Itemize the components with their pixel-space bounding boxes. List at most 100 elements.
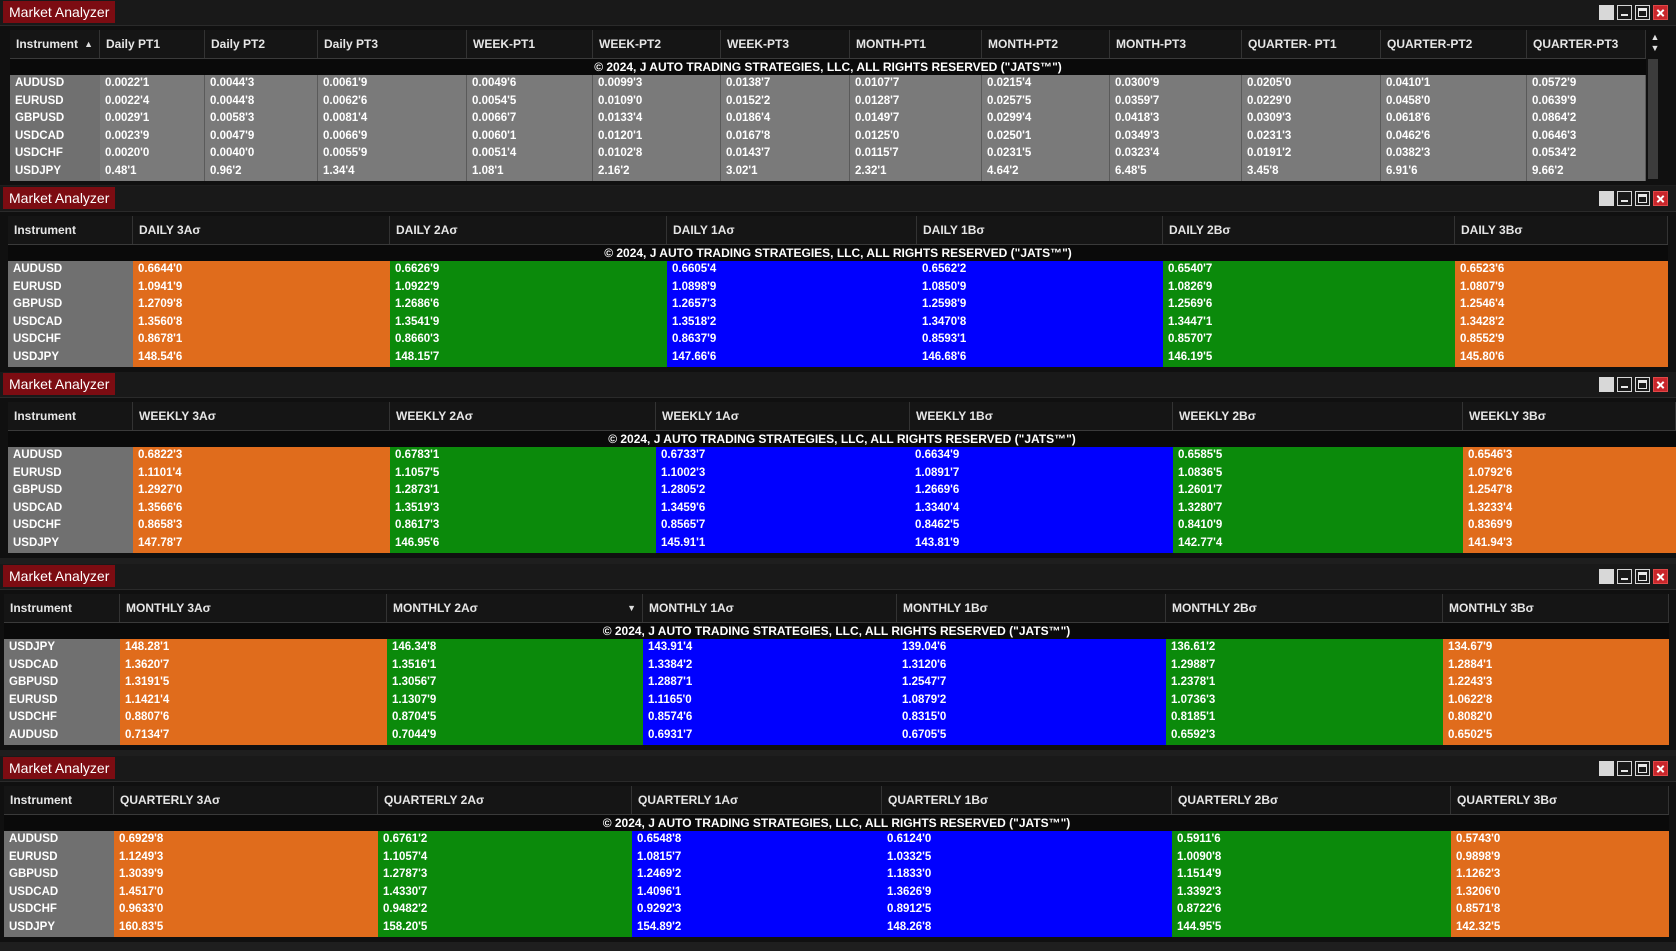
column-header[interactable]: MONTHLY 1Bσ [897, 594, 1166, 622]
column-header[interactable]: QUARTERLY 3Bσ [1451, 786, 1669, 814]
instrument-cell[interactable]: USDCAD [10, 127, 100, 146]
instrument-row[interactable]: USDCHF 0.0020'0 0.0040'0 0.0055'9 0.0051'4 0.… [10, 145, 1646, 163]
instrument-cell[interactable]: GBPUSD [8, 296, 133, 314]
options-icon[interactable] [1599, 377, 1614, 392]
minimize-icon[interactable] [1617, 377, 1632, 392]
instrument-cell[interactable]: GBPUSD [8, 482, 133, 500]
close-icon[interactable] [1653, 5, 1668, 20]
column-header[interactable]: DAILY 2Aσ [390, 216, 667, 244]
window-titlebar[interactable]: Market Analyzer [0, 186, 1676, 212]
minimize-icon[interactable] [1617, 569, 1632, 584]
column-header[interactable]: WEEKLY 1Bσ [910, 402, 1173, 430]
instrument-cell[interactable]: AUDUSD [10, 75, 100, 93]
maximize-icon[interactable] [1635, 761, 1650, 776]
instrument-row[interactable]: USDJPY 148.28'1 146.34'8 143.91'4 139.04'6 13… [4, 639, 1669, 657]
column-header[interactable]: Instrument [4, 786, 114, 814]
column-header[interactable]: Daily PT3 [318, 30, 467, 58]
column-header[interactable]: MONTHLY 3Bσ [1443, 594, 1669, 622]
column-header[interactable]: QUARTER- PT1 [1242, 30, 1381, 58]
instrument-row[interactable]: EURUSD 0.0022'4 0.0044'8 0.0062'6 0.0054'5 0.… [10, 92, 1646, 111]
instrument-row[interactable]: GBPUSD 1.3039'9 1.2787'3 1.2469'2 1.1833'0 1.… [4, 866, 1669, 884]
column-header[interactable]: MONTH-PT2 [982, 30, 1110, 58]
instrument-cell[interactable]: AUDUSD [8, 261, 133, 279]
sort-descending-icon[interactable]: ▼ [627, 603, 636, 613]
instrument-cell[interactable]: USDJPY [4, 919, 114, 937]
column-header[interactable]: Instrument [8, 216, 133, 244]
window-titlebar[interactable]: Market Analyzer [0, 0, 1676, 26]
instrument-row[interactable]: EURUSD 1.1101'4 1.1057'5 1.1002'3 1.0891'7 1.… [8, 464, 1676, 483]
column-header[interactable]: MONTHLY 1Aσ [643, 594, 897, 622]
column-header[interactable]: DAILY 1Bσ [917, 216, 1163, 244]
sort-ascending-icon[interactable]: ▲ [84, 39, 93, 49]
column-header[interactable]: WEEKLY 1Aσ [656, 402, 910, 430]
instrument-cell[interactable]: GBPUSD [10, 110, 100, 128]
instrument-row[interactable]: USDCHF 0.8658'3 0.8617'3 0.8565'7 0.8462'5 0.… [8, 517, 1676, 535]
instrument-cell[interactable]: AUDUSD [4, 727, 120, 745]
instrument-cell[interactable]: EURUSD [4, 848, 114, 867]
column-header[interactable]: Instrument ▲ [10, 30, 100, 58]
options-icon[interactable] [1599, 5, 1614, 20]
instrument-cell[interactable]: USDCAD [8, 499, 133, 518]
column-header[interactable]: QUARTER-PT3 [1527, 30, 1646, 58]
instrument-cell[interactable]: USDCHF [4, 901, 114, 919]
instrument-row[interactable]: USDCAD 1.3566'6 1.3519'3 1.3459'6 1.3340'4 1.… [8, 499, 1676, 518]
options-icon[interactable] [1599, 569, 1614, 584]
instrument-row[interactable]: AUDUSD 0.7134'7 0.7044'9 0.6931'7 0.6705'5 0.… [4, 727, 1669, 745]
instrument-row[interactable]: USDJPY 0.48'1 0.96'2 1.34'4 1.08'1 2.16'2 3.02… [10, 163, 1646, 181]
instrument-cell[interactable]: USDJPY [8, 349, 133, 367]
instrument-cell[interactable]: USDJPY [10, 163, 100, 181]
instrument-row[interactable]: USDCAD 1.3560'8 1.3541'9 1.3518'2 1.3470'8 1.… [8, 313, 1668, 332]
instrument-cell[interactable]: EURUSD [8, 464, 133, 483]
instrument-cell[interactable]: AUDUSD [8, 447, 133, 465]
maximize-icon[interactable] [1635, 569, 1650, 584]
instrument-cell[interactable]: USDCAD [4, 883, 114, 902]
column-header[interactable]: QUARTERLY 3Aσ [114, 786, 378, 814]
instrument-cell[interactable]: USDCAD [4, 656, 120, 675]
column-header[interactable]: WEEKLY 3Aσ [133, 402, 390, 430]
instrument-cell[interactable]: GBPUSD [4, 674, 120, 692]
column-header[interactable]: Daily PT1 [100, 30, 205, 58]
instrument-cell[interactable]: EURUSD [10, 92, 100, 111]
column-header[interactable]: QUARTER-PT2 [1381, 30, 1527, 58]
instrument-row[interactable]: AUDUSD 0.0022'1 0.0044'3 0.0061'9 0.0049'6 0.… [10, 75, 1646, 93]
instrument-cell[interactable]: AUDUSD [4, 831, 114, 849]
column-header[interactable]: QUARTERLY 1Aσ [632, 786, 882, 814]
instrument-row[interactable]: EURUSD 1.1421'4 1.1307'9 1.1165'0 1.0879'2 1.… [4, 691, 1669, 710]
instrument-cell[interactable]: GBPUSD [4, 866, 114, 884]
instrument-row[interactable]: GBPUSD 1.2709'8 1.2686'6 1.2657'3 1.2598'9 1.… [8, 296, 1668, 314]
close-icon[interactable] [1653, 377, 1668, 392]
column-header[interactable]: QUARTERLY 2Bσ [1172, 786, 1451, 814]
instrument-row[interactable]: EURUSD 1.1249'3 1.1057'4 1.0815'7 1.0332'5 1.… [4, 848, 1669, 867]
scroll-arrows-icon[interactable]: ▲ ▼ [1650, 32, 1660, 53]
column-header[interactable]: DAILY 3Bσ [1455, 216, 1668, 244]
instrument-row[interactable]: EURUSD 1.0941'9 1.0922'9 1.0898'9 1.0850'9 1.… [8, 278, 1668, 297]
column-header[interactable]: MONTH-PT1 [850, 30, 982, 58]
instrument-row[interactable]: USDJPY 160.83'5 158.20'5 154.89'2 148.26'8 14… [4, 919, 1669, 937]
instrument-row[interactable]: AUDUSD 0.6822'3 0.6783'1 0.6733'7 0.6634'9 0.… [8, 447, 1676, 465]
instrument-row[interactable]: GBPUSD 1.2927'0 1.2873'1 1.2805'2 1.2669'6 1.… [8, 482, 1676, 500]
instrument-cell[interactable]: EURUSD [4, 691, 120, 710]
instrument-row[interactable]: USDCHF 0.8807'6 0.8704'5 0.8574'6 0.8315'0 0.… [4, 709, 1669, 727]
instrument-cell[interactable]: USDJPY [4, 639, 120, 657]
column-header[interactable]: DAILY 3Aσ [133, 216, 390, 244]
instrument-row[interactable]: USDCHF 0.9633'0 0.9482'2 0.9292'3 0.8912'5 0.… [4, 901, 1669, 919]
instrument-row[interactable]: GBPUSD 1.3191'5 1.3056'7 1.2887'1 1.2547'7 1.… [4, 674, 1669, 692]
instrument-cell[interactable]: EURUSD [8, 278, 133, 297]
instrument-row[interactable]: GBPUSD 0.0029'1 0.0058'3 0.0081'4 0.0066'7 0.… [10, 110, 1646, 128]
window-titlebar[interactable]: Market Analyzer [0, 756, 1676, 782]
vertical-scrollbar[interactable] [1648, 59, 1658, 179]
close-icon[interactable] [1653, 761, 1668, 776]
instrument-row[interactable]: USDCAD 1.3620'7 1.3516'1 1.3384'2 1.3120'6 1.… [4, 656, 1669, 675]
instrument-cell[interactable]: USDCHF [4, 709, 120, 727]
column-header[interactable]: Daily PT2 [205, 30, 318, 58]
column-header[interactable]: QUARTERLY 1Bσ [882, 786, 1172, 814]
instrument-cell[interactable]: USDCHF [8, 331, 133, 349]
instrument-cell[interactable]: USDCAD [8, 313, 133, 332]
column-header[interactable]: WEEK-PT3 [721, 30, 850, 58]
market-analyzer-window[interactable]: Market Analyzer Instrument DAILY 3Aσ DAILY … [0, 186, 1676, 372]
column-header[interactable]: DAILY 2Bσ [1163, 216, 1455, 244]
column-header[interactable]: MONTHLY 2Aσ ▼ [387, 594, 643, 622]
instrument-row[interactable]: USDCAD 1.4517'0 1.4330'7 1.4096'1 1.3626'9 1.… [4, 883, 1669, 902]
maximize-icon[interactable] [1635, 377, 1650, 392]
instrument-row[interactable]: AUDUSD 0.6929'8 0.6761'2 0.6548'8 0.6124'0 0.… [4, 831, 1669, 849]
